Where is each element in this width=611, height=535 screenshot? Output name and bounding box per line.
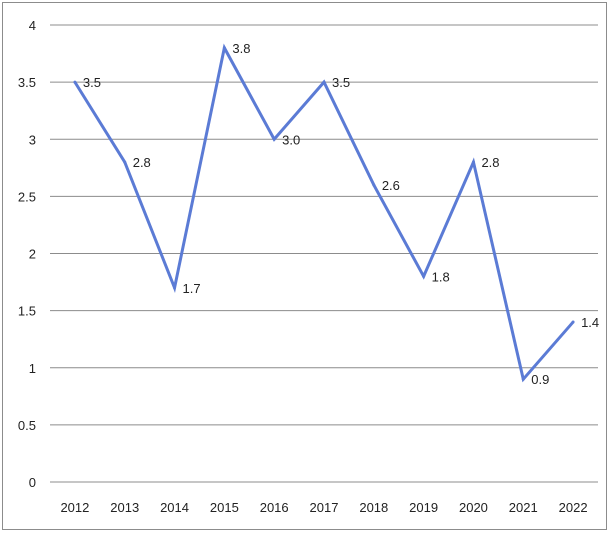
y-tick-label: 3.5 [18, 75, 36, 90]
data-label: 2.8 [481, 155, 499, 170]
data-label: 0.9 [531, 372, 549, 387]
data-label: 3.8 [232, 41, 250, 56]
data-point [521, 377, 525, 381]
y-tick-label: 2 [29, 247, 36, 262]
x-axis-ticks: 2012 2013 2014 2015 2016 2017 2018 2019 2020 2021… [60, 500, 587, 515]
x-tick-label: 2013 [110, 500, 139, 515]
data-point [123, 160, 127, 164]
series-line [73, 43, 575, 383]
x-tick-label: 2016 [260, 500, 289, 515]
x-tick-label: 2018 [359, 500, 388, 515]
data-point [471, 160, 475, 164]
data-point [422, 274, 426, 278]
y-tick-label: 4 [29, 18, 36, 33]
x-tick-label: 2014 [160, 500, 189, 515]
series-line-0 [73, 43, 575, 383]
grid-lines [50, 24, 598, 483]
y-tick-label: 0 [29, 475, 36, 490]
data-point [73, 80, 77, 84]
data-label: 1.4 [581, 315, 599, 330]
data-label: 3.5 [83, 75, 101, 90]
y-tick-label: 0.5 [18, 418, 36, 433]
data-point [222, 46, 226, 50]
x-tick-label: 2022 [559, 500, 588, 515]
data-label: 2.8 [133, 155, 151, 170]
y-tick-label: 3 [29, 132, 36, 147]
x-tick-label: 2020 [459, 500, 488, 515]
data-label: 3.5 [332, 75, 350, 90]
data-labels: 3.5 2.8 1.7 3.8 3.0 3.5 2.6 1.8 2.8 0.9 1.4 [83, 41, 599, 387]
data-label: 2.6 [382, 178, 400, 193]
data-label: 1.7 [183, 281, 201, 296]
y-tick-label: 2.5 [18, 189, 36, 204]
x-tick-label: 2012 [60, 500, 89, 515]
chart-frame [2, 2, 607, 530]
x-tick-label: 2019 [409, 500, 438, 515]
x-tick-label: 2015 [210, 500, 239, 515]
data-label: 1.8 [432, 269, 450, 284]
data-point [372, 183, 376, 187]
y-tick-label: 1 [29, 361, 36, 376]
data-point [272, 137, 276, 141]
data-label: 3.0 [282, 132, 300, 147]
y-axis-ticks: 0 0.5 1 1.5 2 2.5 3 3.5 4 [18, 18, 36, 490]
data-point [173, 286, 177, 290]
data-point [322, 80, 326, 84]
x-tick-label: 2017 [310, 500, 339, 515]
x-tick-label: 2021 [509, 500, 538, 515]
data-point [571, 320, 575, 324]
y-tick-label: 1.5 [18, 304, 36, 319]
